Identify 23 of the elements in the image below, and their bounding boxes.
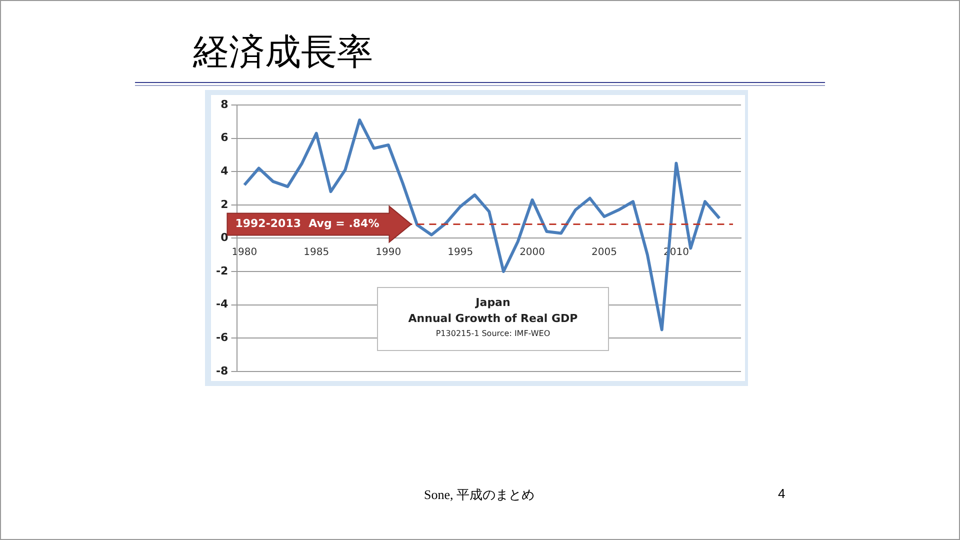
chart-title: 経済成長率 (193, 31, 373, 75)
text: Sone, 平成のまとめ (424, 486, 534, 504)
y-tick-label: 4 (220, 164, 229, 178)
text: 4 (778, 486, 786, 501)
y-tick-label: -6 (216, 330, 229, 344)
x-tick-label: 1985 (304, 246, 330, 258)
y-tick-label: -2 (216, 264, 228, 278)
y-tick-label: 8 (220, 98, 228, 111)
y-tick-label: 0 (220, 231, 229, 244)
annotation: Japan (474, 295, 512, 311)
y-tick-label: 6 (220, 131, 229, 144)
annotation: Annual Growth of Real GDP (407, 311, 579, 327)
x-tick-label: 1990 (376, 246, 402, 258)
x-tick-label: 1980 (232, 246, 258, 258)
x-tick-label: 2000 (520, 246, 546, 258)
annotation: P130215-1 Source: IMF-WEO (434, 328, 552, 340)
y-tick-label: -4 (216, 298, 229, 311)
text-box: Japan Annual Growth of Real GDP P130215-1 Source: IMF-WEO (377, 287, 609, 351)
y-tick-label: 2 (220, 198, 228, 211)
ref-line-label: 1992-2013 Avg = .84% (235, 217, 380, 230)
y-tick-label: -8 (216, 364, 228, 378)
x-tick-label: 1995 (448, 246, 474, 258)
x-tick-label: 2005 (592, 246, 617, 258)
